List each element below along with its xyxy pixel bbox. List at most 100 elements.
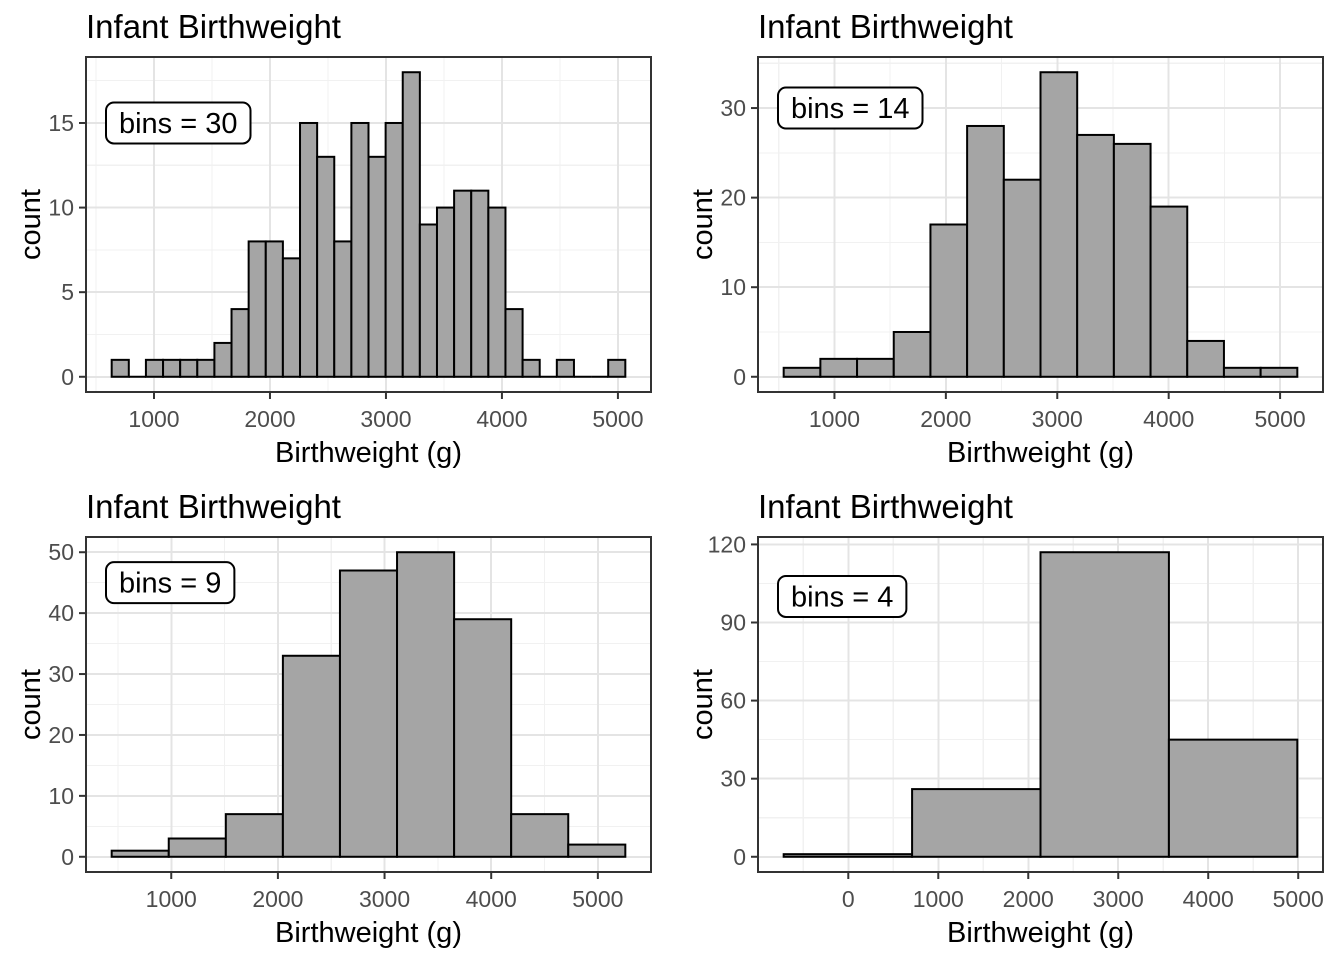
histogram-bar [782,853,914,858]
axes: 1000 2000 3000 4000 5000 0 10 20 30 40 50 [48,539,623,912]
histogram-bar [607,358,627,378]
bins-annotation-label: bins = 14 [791,93,910,125]
bins-annotation-label: bins = 30 [119,108,238,140]
histogram-bar [281,654,341,858]
plot-title: Infant Birthweight [86,8,341,45]
histogram-bar [856,357,895,378]
histogram-bar [911,788,1042,858]
histogram-bar [230,308,250,378]
x-tick-label: 5000 [1255,406,1306,432]
histogram-bar [179,358,199,378]
chart-cell-top-right: 1000 2000 3000 4000 5000 0 10 20 30 Infant Birthw… [672,0,1344,480]
y-axis-title: count [15,189,47,260]
x-tick-label: 4000 [1143,406,1194,432]
bins-annotation-label: bins = 4 [791,581,893,613]
histogram-bar [162,358,182,378]
histogram-bar [396,551,456,858]
axes: 1000 2000 3000 4000 5000 0 10 20 30 [720,95,1305,432]
histogram-bar [247,240,267,378]
y-tick-label: 10 [48,783,74,809]
x-tick-label: 0 [842,886,855,912]
y-tick-label: 30 [48,661,74,687]
x-axis-title: Birthweight (g) [947,917,1134,949]
histogram-bar [892,330,932,378]
histogram-bar [487,206,507,378]
y-tick-label: 60 [720,688,746,714]
x-tick-label: 3000 [1093,886,1144,912]
histogram-bar [1112,142,1152,378]
bins-annotation-box [105,561,236,605]
histogram-bar [401,71,421,378]
x-tick-label: 5000 [1273,886,1324,912]
histogram-bar [281,257,302,378]
histogram-bar [1002,178,1042,378]
histogram-bar [384,121,404,378]
x-tick-label: 2000 [920,406,971,432]
histogram-bar [367,155,387,378]
y-tick-label: 20 [720,185,746,211]
axes: 1000 2000 3000 4000 5000 0 5 10 15 [48,110,643,432]
y-tick-label: 20 [48,722,74,748]
y-tick-label: 15 [48,110,74,136]
axes: 0 1000 2000 3000 4000 5000 0 30 60 90 120 [708,531,1324,912]
x-tick-label: 1000 [913,886,964,912]
histogram-bar [110,849,170,858]
histogram-bar [567,843,627,858]
histogram-bar [1039,551,1170,858]
x-tick-label: 1000 [809,406,860,432]
x-tick-label: 5000 [592,406,643,432]
histogram-bar [1259,366,1299,378]
y-axis-title: count [687,669,719,740]
y-tick-label: 0 [61,364,74,390]
y-tick-label: 90 [720,610,746,636]
x-axis-title: Birthweight (g) [947,437,1134,469]
histogram-bar [1167,738,1299,858]
histogram-bottom-left: 1000 2000 3000 4000 5000 0 10 20 30 40 50 Infant Bi… [15,488,652,949]
histogram-bar [299,121,319,378]
histogram-bar [110,358,130,378]
y-tick-label: 40 [48,600,74,626]
x-tick-label: 3000 [1032,406,1083,432]
y-tick-label: 50 [48,539,74,565]
bars [110,551,627,858]
y-tick-label: 10 [720,274,746,300]
histogram-bar [338,569,399,858]
histogram-bar [510,813,570,858]
x-tick-label: 2000 [244,406,295,432]
chart-cell-top-left: 1000 2000 3000 4000 5000 0 5 10 15 Infant Birthwe… [0,0,672,480]
panel-border [85,56,652,393]
bars [782,551,1299,858]
histogram-bar [504,308,524,378]
x-tick-label: 1000 [128,406,179,432]
histogram-bar [1076,133,1115,378]
histogram-bar [333,240,353,378]
histogram-bar [144,358,165,378]
histogram-bar [1222,366,1262,378]
plot-title: Infant Birthweight [758,8,1013,45]
x-tick-label: 1000 [146,886,197,912]
histogram-bar [350,121,370,378]
y-tick-label: 0 [733,364,746,390]
histogram-bar [224,813,284,858]
chart-cell-bottom-right: 0 1000 2000 3000 4000 5000 0 30 60 90 120 Infant Bi… [672,480,1344,960]
panel-border [757,536,1324,873]
histogram-bar [966,124,1005,378]
histogram-bar [782,366,822,378]
x-tick-label: 3000 [359,886,410,912]
histogram-bar [453,618,513,858]
x-axis-title: Birthweight (g) [275,917,462,949]
y-axis-title: count [687,189,719,260]
x-tick-label: 4000 [1183,886,1234,912]
histogram-bar [213,341,233,378]
bins-annotation-box [105,101,252,145]
bins-annotation-label: bins = 9 [119,568,221,600]
panel-border [757,56,1324,393]
x-tick-label: 4000 [466,886,517,912]
y-tick-label: 120 [708,531,746,557]
y-tick-label: 10 [48,195,74,221]
histogram-bar [521,358,541,378]
x-tick-label: 2000 [1003,886,1054,912]
bins-annotation-box [777,86,924,130]
bins-annotation-box [777,574,908,618]
